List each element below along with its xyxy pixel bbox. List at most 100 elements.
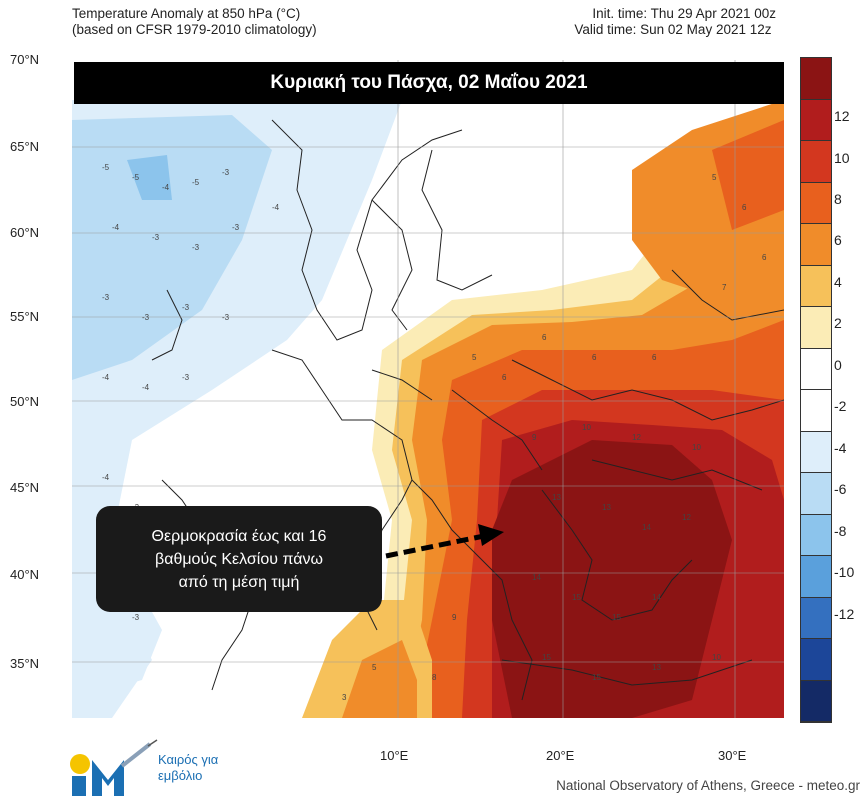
callout-arrow — [385, 524, 504, 559]
lat-label-55: 55°N — [10, 309, 40, 324]
svg-text:13: 13 — [602, 503, 611, 512]
colorbar-segment — [801, 597, 831, 639]
colorbar-tick: -8 — [834, 523, 847, 539]
svg-text:-4: -4 — [142, 383, 150, 392]
svg-text:10: 10 — [712, 653, 721, 662]
svg-text:15: 15 — [592, 673, 601, 682]
svg-text:-3: -3 — [142, 313, 150, 322]
colorbar-tick: 0 — [834, 357, 842, 373]
colorbar-segment — [801, 224, 831, 266]
svg-text:-3: -3 — [232, 223, 240, 232]
title-line-2: (based on CFSR 1979-2010 climatology) — [72, 22, 317, 37]
init-time: Init. time: Thu 29 Apr 2021 00z — [592, 6, 776, 21]
lat-label-45: 45°N — [10, 480, 40, 495]
lon-label-10: 10°E — [380, 748, 409, 763]
svg-text:6: 6 — [502, 373, 507, 382]
svg-text:-4: -4 — [112, 223, 120, 232]
svg-text:-4: -4 — [102, 473, 110, 482]
svg-text:9: 9 — [532, 433, 537, 442]
lat-label-60: 60°N — [10, 225, 40, 240]
colorbar-segment — [801, 556, 831, 598]
svg-text:14: 14 — [642, 523, 651, 532]
svg-text:15: 15 — [542, 653, 551, 662]
colorbar-segment — [801, 680, 831, 722]
lon-label-30: 30°E — [718, 748, 747, 763]
svg-text:12: 12 — [632, 433, 641, 442]
lat-label-35: 35°N — [10, 656, 40, 671]
time-info: Init. time: Thu 29 Apr 2021 00z Valid ti… — [574, 6, 776, 38]
svg-text:6: 6 — [542, 333, 547, 342]
svg-text:-5: -5 — [102, 163, 110, 172]
svg-text:5: 5 — [712, 173, 717, 182]
svg-text:-3: -3 — [102, 293, 110, 302]
colorbar-tick: 12 — [834, 108, 850, 124]
lat-label-50: 50°N — [10, 394, 40, 409]
svg-text:5: 5 — [372, 663, 377, 672]
svg-text:3: 3 — [342, 693, 347, 702]
colorbar-segment — [801, 473, 831, 515]
svg-text:12: 12 — [682, 513, 691, 522]
syringe-logo-icon — [70, 739, 158, 796]
svg-text:13: 13 — [652, 663, 661, 672]
colorbar-tick: 8 — [834, 191, 842, 207]
colorbar-segment — [801, 99, 831, 141]
colorbar-tick: 10 — [834, 150, 850, 166]
svg-text:6: 6 — [652, 353, 657, 362]
logo-text-line-2: εμβόλιο — [158, 768, 203, 783]
svg-text:8: 8 — [432, 673, 437, 682]
colorbar-segment — [801, 639, 831, 681]
svg-text:-3: -3 — [152, 233, 160, 242]
logo-text: Καιρός για εμβόλιο — [158, 752, 218, 784]
colorbar-segment — [801, 58, 831, 100]
lat-label-40: 40°N — [10, 567, 40, 582]
svg-text:10: 10 — [582, 423, 591, 432]
svg-text:9: 9 — [452, 613, 457, 622]
svg-text:6: 6 — [742, 203, 747, 212]
colorbar-segment — [801, 514, 831, 556]
colorbar-tick: -6 — [834, 481, 847, 497]
contour-value-labels: -5 -5 -4 -5 -3 -4 -3 -3 -3 -4 -3 -3 -3 -3 -4 -4 -3 -4… — [102, 163, 767, 702]
colorbar-tick: 6 — [834, 232, 842, 248]
svg-text:-3: -3 — [222, 313, 230, 322]
colorbar-segment — [801, 431, 831, 473]
lat-label-65: 65°N — [10, 139, 40, 154]
svg-text:-4: -4 — [162, 183, 170, 192]
callout-line-1: Θερμοκρασία έως και 16 — [151, 527, 327, 545]
colorbar-segment — [801, 307, 831, 349]
valid-time: Valid time: Sun 02 May 2021 12z — [574, 22, 772, 37]
svg-text:-3: -3 — [222, 168, 230, 177]
svg-text:14: 14 — [652, 593, 661, 602]
colorbar-tick: -4 — [834, 440, 847, 456]
title-line-1: Temperature Anomaly at 850 hPa (°C) — [72, 6, 301, 21]
svg-text:14: 14 — [532, 573, 541, 582]
svg-text:5: 5 — [472, 353, 477, 362]
annotation-callout: Θερμοκρασία έως και 16 βαθμούς Κελσίου π… — [96, 506, 382, 612]
map-canvas: -5 -5 -4 -5 -3 -4 -3 -3 -3 -4 -3 -3 -3 -3 -4 -4 -3 -4… — [72, 60, 784, 718]
colorbar-tick: -10 — [834, 564, 855, 580]
colorbar-segment — [801, 141, 831, 183]
colorbar — [800, 57, 832, 723]
colorbar-segment — [801, 348, 831, 390]
colorbar-tick: 4 — [834, 274, 842, 290]
svg-text:-5: -5 — [132, 173, 140, 182]
svg-text:-3: -3 — [192, 243, 200, 252]
svg-text:7: 7 — [722, 283, 727, 292]
logo-text-line-1: Καιρός για — [158, 752, 219, 767]
callout-line-3: από τη μέση τιμή — [178, 573, 300, 591]
svg-text:15: 15 — [612, 613, 621, 622]
svg-text:-3: -3 — [182, 303, 190, 312]
colorbar-tick: -2 — [834, 398, 847, 414]
svg-text:15: 15 — [572, 593, 581, 602]
colorbar-tick: 2 — [834, 315, 842, 331]
lat-label-70: 70°N — [10, 52, 40, 67]
colorbar-segment — [801, 182, 831, 224]
colorbar-tick: -12 — [834, 606, 855, 622]
svg-text:-4: -4 — [272, 203, 280, 212]
svg-text:-3: -3 — [182, 373, 190, 382]
colorbar-segment — [801, 265, 831, 307]
svg-text:6: 6 — [762, 253, 767, 262]
svg-text:13: 13 — [552, 493, 561, 502]
map-title: Temperature Anomaly at 850 hPa (°C) (bas… — [72, 6, 317, 38]
svg-text:-3: -3 — [132, 613, 140, 622]
logo — [62, 738, 262, 800]
